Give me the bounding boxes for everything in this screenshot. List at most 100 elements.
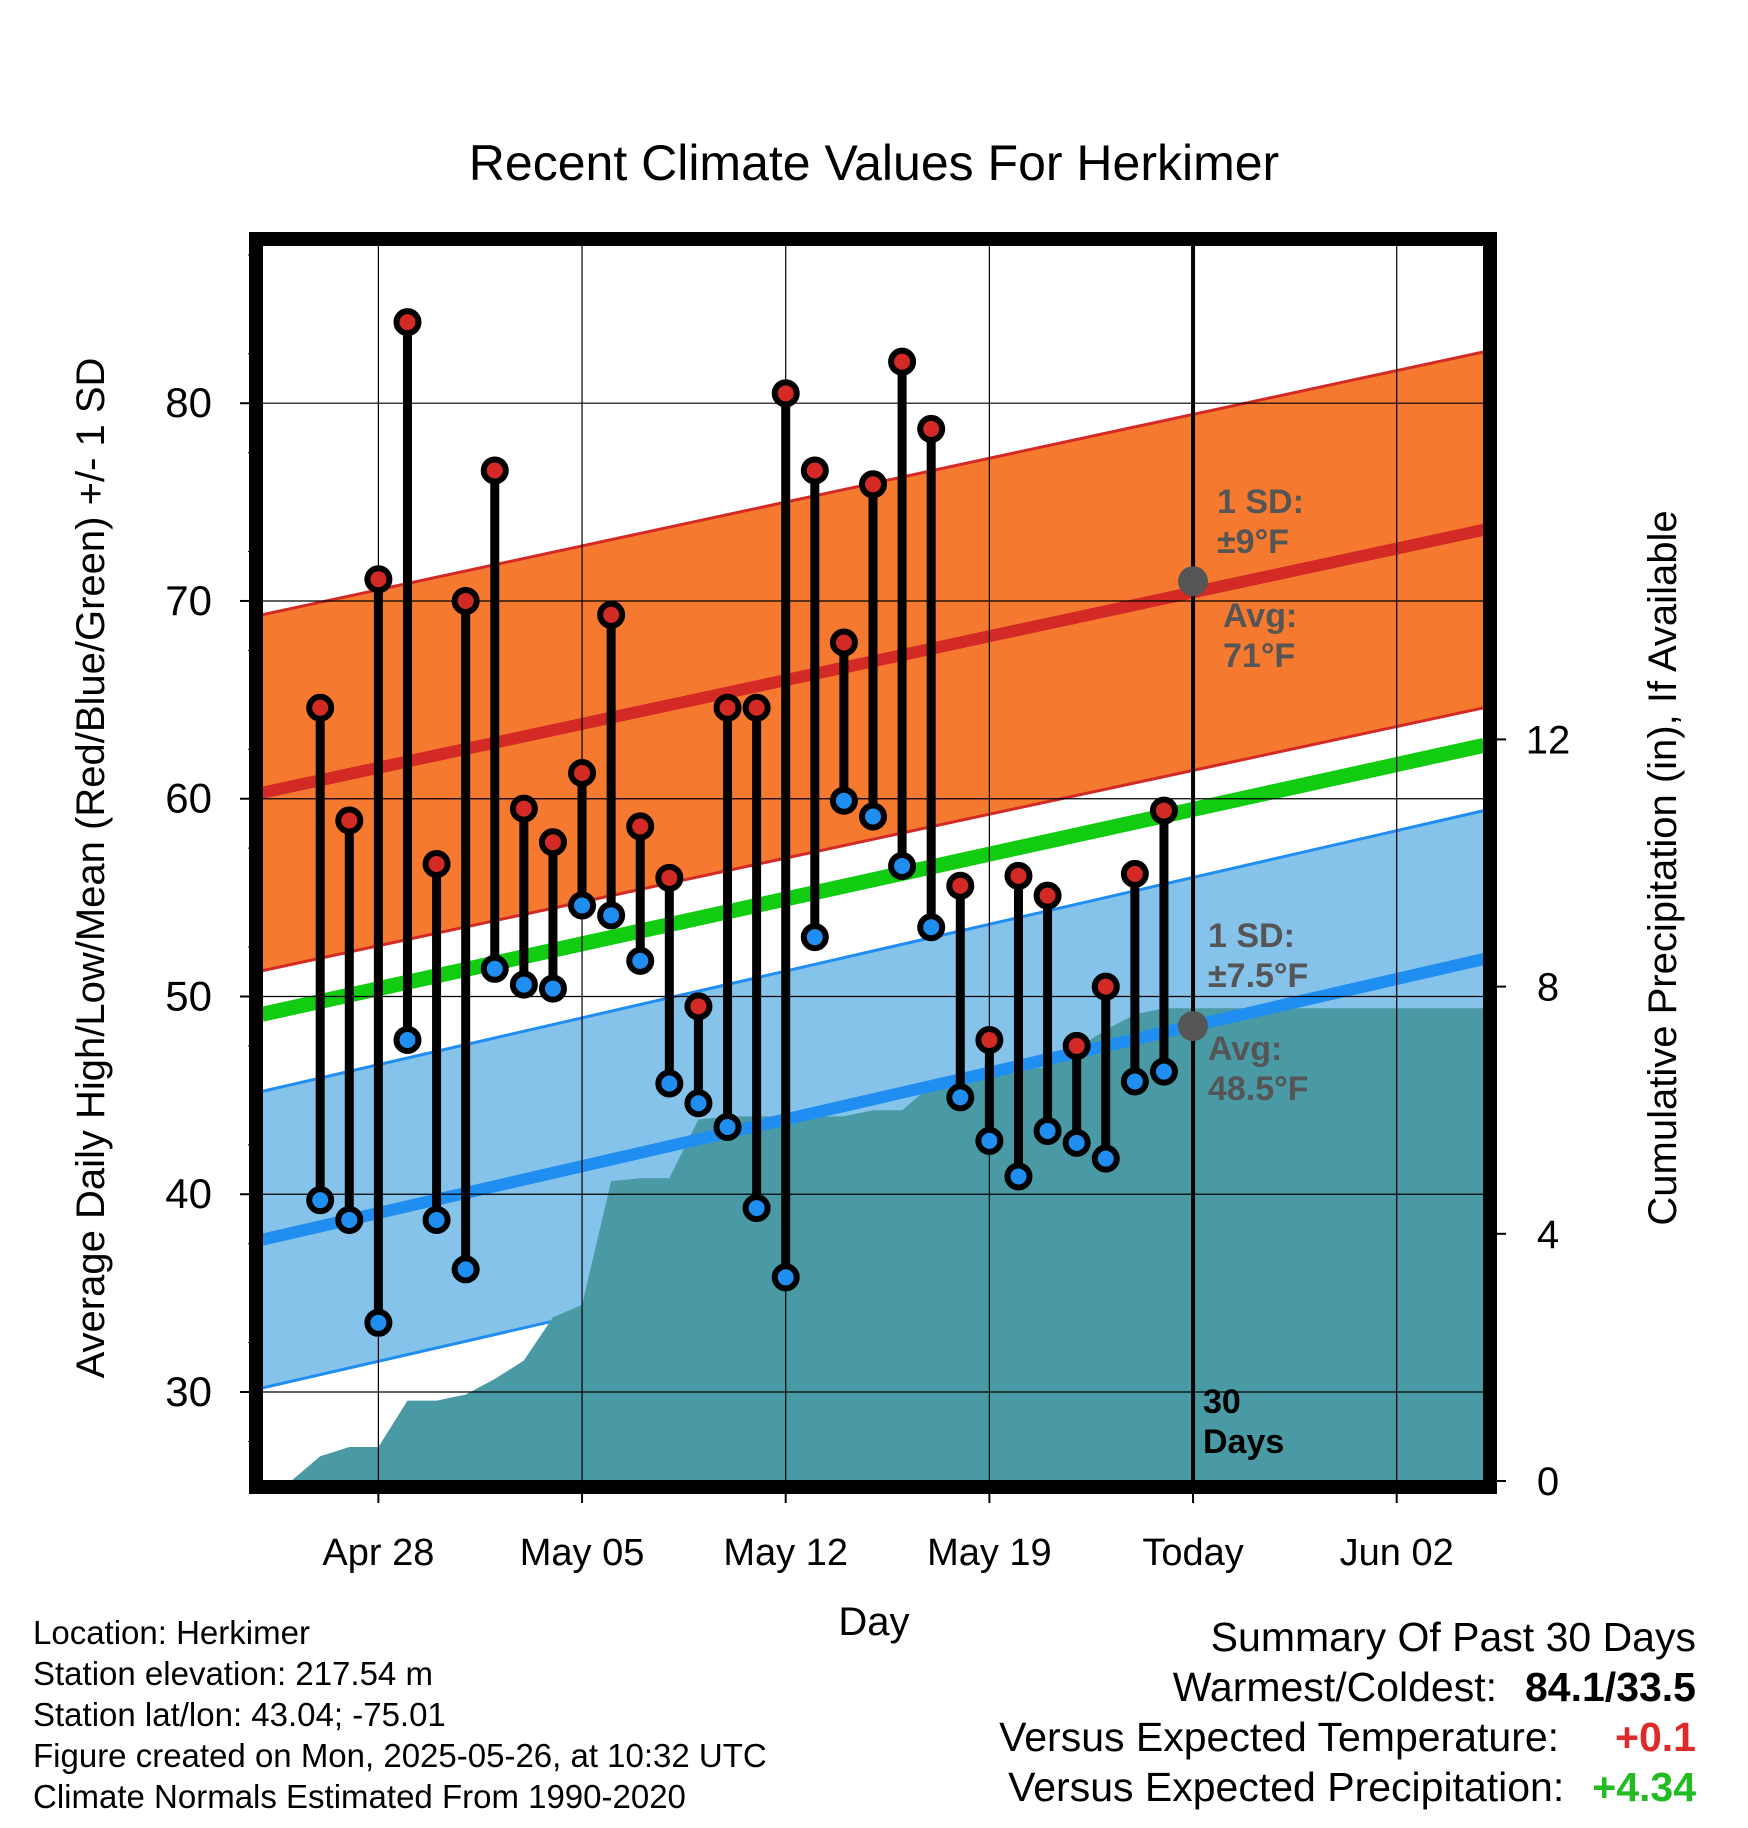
high-temp-point: [597, 600, 626, 629]
summary-precip-row: Versus Expected Precipitation: +4.34: [999, 1762, 1696, 1812]
station-latlon: Station lat/lon: 43.04; -75.01: [33, 1696, 446, 1733]
figure-created: Figure created on Mon, 2025-05-26, at 10…: [33, 1737, 767, 1774]
high-temp-point: [568, 759, 597, 788]
low-avg-marker: [1178, 1011, 1209, 1042]
warm-cold-label: Warmest/Coldest:: [1172, 1664, 1497, 1710]
y2-tick-label: 8: [1537, 966, 1559, 1010]
high-temp-point: [771, 379, 800, 408]
low-temp-point: [684, 1089, 713, 1118]
plot-frame: [249, 232, 1497, 1494]
low-temp-point: [364, 1308, 393, 1337]
y-tick-label: 80: [165, 379, 212, 426]
high-temp-point: [742, 693, 771, 722]
high-temp-point: [1120, 859, 1149, 888]
low-temp-point: [1033, 1116, 1062, 1145]
high-temp-point: [1062, 1031, 1091, 1060]
high-temp-point: [1004, 861, 1033, 890]
summary-warm-cold-row: Warmest/Coldest: 84.1/33.5: [999, 1662, 1696, 1712]
x-tick-label: May 19: [927, 1532, 1052, 1574]
high-temp-point: [713, 693, 742, 722]
high-temp-point: [451, 586, 480, 615]
high-temp-point: [393, 308, 422, 337]
low-temp-point: [393, 1025, 422, 1054]
low-temp-point: [917, 913, 946, 942]
low-temp-point: [335, 1205, 364, 1234]
low-temp-point: [888, 851, 917, 880]
high-temp-point: [480, 456, 509, 485]
summary-temp-row: Versus Expected Temperature: +0.1: [999, 1712, 1696, 1762]
plot-area: 1 SD: ±9°F Avg: 71°F 1 SD: ±7.5°F Avg: 48.5°F 30…: [165, 232, 1571, 1574]
y2-tick-label: 4: [1537, 1213, 1559, 1257]
climate-normals-note: Climate Normals Estimated From 1990-2020: [33, 1778, 686, 1815]
low-temp-point: [480, 954, 509, 983]
low-temp-point: [1120, 1067, 1149, 1096]
low-avg-annotation: Avg: 48.5°F: [1208, 1030, 1309, 1108]
low-temp-point: [538, 974, 567, 1003]
high-temp-point: [888, 347, 917, 376]
low-temp-point: [597, 901, 626, 930]
temp-vs-expected-value: +0.1: [1615, 1714, 1696, 1760]
high-temp-point: [655, 863, 684, 892]
precip-vs-expected-label: Versus Expected Precipitation:: [1008, 1764, 1565, 1810]
temp-vs-expected-label: Versus Expected Temperature:: [999, 1714, 1560, 1760]
low-temp-point: [829, 786, 858, 815]
low-temp-point: [422, 1205, 451, 1234]
high-temp-point: [829, 628, 858, 657]
low-temp-point: [626, 946, 655, 975]
y2-tick-label: 12: [1526, 718, 1571, 762]
high-temp-point: [1149, 796, 1178, 825]
low-temp-point: [1149, 1057, 1178, 1086]
high-temp-point: [306, 693, 335, 722]
y-axis-label: Average Daily High/Low/Mean (Red/Blue/Gr…: [69, 358, 113, 1379]
low-temp-point: [713, 1113, 742, 1142]
low-temp-point: [1062, 1128, 1091, 1157]
high-temp-point: [509, 794, 538, 823]
low-temp-point: [1004, 1162, 1033, 1191]
high-temp-point: [859, 470, 887, 499]
x-axis-label: Day: [838, 1600, 909, 1644]
high-temp-point: [800, 456, 829, 485]
y2-tick-label: 0: [1537, 1460, 1559, 1504]
low-temp-point: [451, 1255, 480, 1284]
summary-panel: Summary Of Past 30 Days Warmest/Coldest:…: [999, 1612, 1696, 1812]
high-temp-point: [684, 992, 713, 1021]
x-tick-label: Apr 28: [322, 1532, 434, 1574]
y-tick-label: 30: [165, 1368, 212, 1415]
station-location: Location: Herkimer: [33, 1614, 310, 1651]
days-annotation: 30 Days: [1203, 1383, 1284, 1461]
y-tick-label: 50: [165, 972, 212, 1019]
low-temp-point: [568, 891, 597, 920]
low-temp-point: [975, 1126, 1004, 1155]
high-temp-point: [538, 828, 567, 857]
high-temp-point: [422, 849, 451, 878]
high-temp-point: [364, 565, 393, 594]
y-tick-label: 60: [165, 775, 212, 822]
low-temp-point: [1091, 1144, 1120, 1173]
low-temp-point: [306, 1186, 335, 1215]
low-temp-point: [742, 1194, 771, 1223]
x-tick-label: May 05: [520, 1532, 645, 1574]
low-sd-annotation: 1 SD: ±7.5°F: [1208, 917, 1308, 995]
y-tick-label: 70: [165, 577, 212, 624]
low-temp-point: [655, 1069, 684, 1098]
x-tick-label: May 12: [723, 1532, 848, 1574]
high-temp-point: [975, 1025, 1004, 1054]
high-temp-point: [946, 871, 975, 900]
x-tick-label: Jun 02: [1340, 1532, 1454, 1574]
summary-title: Summary Of Past 30 Days: [1210, 1614, 1696, 1660]
low-temp-point: [509, 970, 538, 999]
warm-cold-value: 84.1/33.5: [1525, 1664, 1696, 1710]
high-temp-point: [1033, 881, 1062, 910]
low-temp-point: [800, 923, 829, 952]
high-avg-marker: [1178, 566, 1209, 597]
x-tick-label: Today: [1142, 1532, 1243, 1574]
precip-area: [262, 1008, 1484, 1481]
high-temp-point: [1091, 972, 1120, 1001]
y2-axis-label: Cumulative Precipitation (in), If Availa…: [1641, 510, 1685, 1225]
high-sd-annotation: 1 SD: ±9°F: [1217, 483, 1304, 561]
y-tick-label: 40: [165, 1170, 212, 1217]
high-temp-point: [626, 812, 655, 841]
low-temp-point: [771, 1263, 800, 1292]
station-info: Location: Herkimer Station elevation: 21…: [33, 1612, 767, 1817]
station-elevation: Station elevation: 217.54 m: [33, 1655, 433, 1692]
